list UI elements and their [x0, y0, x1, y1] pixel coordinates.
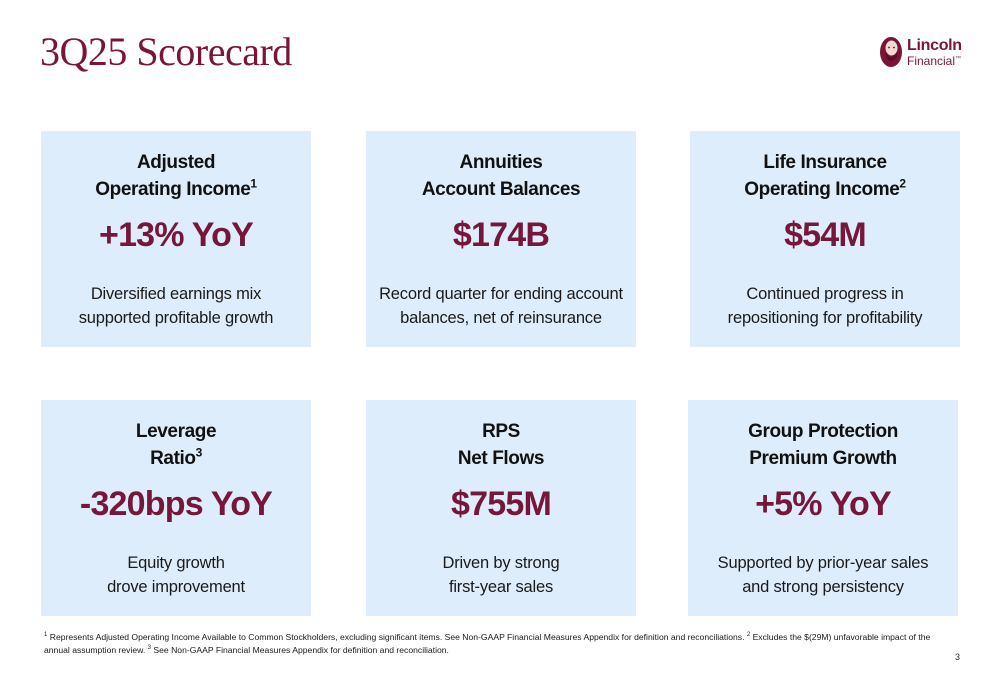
card-adjusted-operating-income: Adjusted Operating Income1 +13% YoY Dive…: [41, 131, 311, 347]
card-value: +5% YoY: [755, 485, 892, 523]
footnotes: 1 Represents Adjusted Operating Income A…: [44, 632, 931, 655]
card-group-protection-premium-growth: Group Protection Premium Growth +5% YoY …: [688, 400, 958, 616]
card-description: Driven by strong first-year sales: [442, 554, 560, 596]
card-life-insurance-operating-income: Life Insurance Operating Income2 $54M Co…: [690, 131, 960, 347]
card-annuities-account-balances: Annuities Account Balances $174B Record …: [366, 131, 636, 347]
card-description: Continued progress in repositioning for …: [727, 285, 923, 327]
card-rps-net-flows: RPS Net Flows $755M Driven by strong fir…: [366, 400, 636, 616]
card-heading: Annuities Account Balances: [421, 152, 581, 200]
card-heading: Life Insurance Operating Income2: [744, 152, 906, 200]
card-value: $174B: [452, 216, 550, 254]
card-description: Record quarter for ending account balanc…: [379, 285, 623, 327]
lincoln-portrait-icon: [880, 37, 902, 67]
card-heading: RPS Net Flows: [457, 421, 545, 469]
card-heading: Leverage Ratio3: [135, 421, 217, 469]
lincoln-financial-logo: Lincoln Financial™: [878, 32, 963, 72]
card-heading: Adjusted Operating Income1: [95, 152, 257, 200]
logo-name: Lincoln: [907, 36, 962, 54]
card-description: Diversified earnings mix supported profi…: [78, 285, 274, 327]
card-heading: Group Protection Premium Growth: [748, 421, 898, 469]
page-number: 3: [955, 652, 961, 662]
card-description: Supported by prior-year sales and strong…: [717, 554, 929, 596]
card-leverage-ratio: Leverage Ratio3 -320bps YoY Equity growt…: [41, 400, 311, 616]
card-value: $755M: [451, 485, 552, 523]
logo-sub: Financial™: [907, 53, 962, 68]
page-title: 3Q25 Scorecard: [40, 29, 292, 74]
card-description: Equity growth drove improvement: [107, 554, 245, 596]
card-value: $54M: [784, 216, 867, 254]
card-value: -320bps YoY: [79, 485, 273, 523]
card-value: +13% YoY: [99, 216, 254, 254]
